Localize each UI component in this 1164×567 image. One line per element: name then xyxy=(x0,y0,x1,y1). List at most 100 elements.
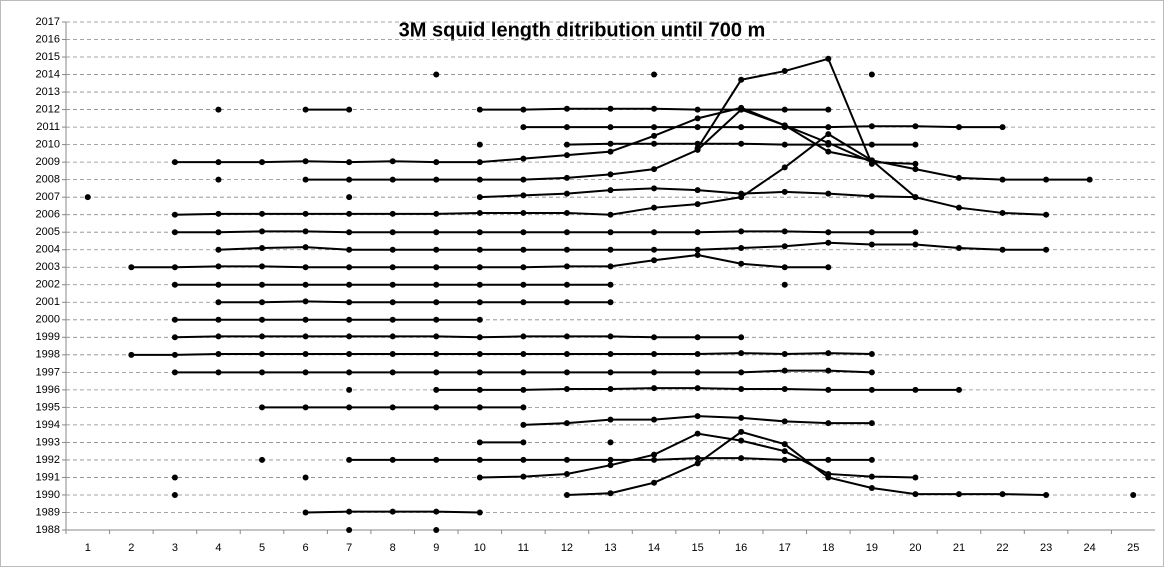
point xyxy=(476,209,483,216)
point xyxy=(215,106,222,113)
point xyxy=(607,246,614,253)
x-tick-label: 5 xyxy=(259,542,265,554)
point xyxy=(651,204,658,211)
point xyxy=(259,244,266,251)
point xyxy=(868,123,875,130)
point xyxy=(607,263,614,270)
point xyxy=(781,350,788,357)
y-tick-label: 1988 xyxy=(36,524,60,536)
point xyxy=(999,246,1006,253)
point xyxy=(563,124,570,131)
y-tick-label: 1991 xyxy=(36,471,60,483)
point xyxy=(1086,176,1093,183)
point xyxy=(738,76,745,83)
point xyxy=(389,369,396,376)
point xyxy=(1043,176,1050,183)
point xyxy=(781,441,788,448)
point xyxy=(433,210,440,217)
point xyxy=(171,281,178,288)
point xyxy=(433,264,440,271)
point xyxy=(520,229,527,236)
point xyxy=(955,386,962,393)
point xyxy=(607,490,614,497)
point xyxy=(955,491,962,498)
point xyxy=(476,369,483,376)
x-tick-label: 14 xyxy=(648,542,660,554)
point xyxy=(215,210,222,217)
point xyxy=(563,263,570,270)
point xyxy=(215,176,222,183)
point xyxy=(433,369,440,376)
point xyxy=(607,439,614,446)
point xyxy=(607,385,614,392)
series-line xyxy=(174,106,916,165)
point xyxy=(433,71,440,78)
point xyxy=(476,386,483,393)
x-tick-label: 25 xyxy=(1127,542,1139,554)
point xyxy=(302,369,309,376)
point xyxy=(259,404,266,411)
point xyxy=(738,106,745,113)
point xyxy=(520,106,527,113)
point xyxy=(346,159,353,166)
point xyxy=(694,124,701,131)
point xyxy=(389,264,396,271)
point xyxy=(607,229,614,236)
point xyxy=(651,105,658,112)
point xyxy=(825,367,832,374)
point xyxy=(651,246,658,253)
point xyxy=(738,437,745,444)
point xyxy=(825,350,832,357)
point xyxy=(259,159,266,166)
point xyxy=(868,420,875,427)
y-tick-label: 2007 xyxy=(36,191,60,203)
x-tick-label: 6 xyxy=(303,542,309,554)
point xyxy=(476,194,483,201)
point xyxy=(607,299,614,306)
series-line xyxy=(174,230,916,234)
point xyxy=(651,451,658,458)
point xyxy=(259,316,266,323)
y-tick-label: 2010 xyxy=(36,139,60,151)
point xyxy=(781,164,788,171)
point xyxy=(825,470,832,477)
point xyxy=(781,68,788,75)
point xyxy=(346,264,353,271)
point xyxy=(651,479,658,486)
point xyxy=(651,140,658,147)
point xyxy=(476,509,483,516)
y-tick-label: 2005 xyxy=(36,226,60,238)
point xyxy=(302,176,309,183)
point xyxy=(346,527,353,533)
point xyxy=(433,281,440,288)
point xyxy=(825,190,832,197)
point xyxy=(868,193,875,200)
point xyxy=(868,141,875,148)
point xyxy=(694,201,701,208)
point xyxy=(607,105,614,112)
x-tick-label: 18 xyxy=(822,542,834,554)
point xyxy=(433,316,440,323)
point xyxy=(738,428,745,435)
point xyxy=(520,299,527,306)
point xyxy=(781,188,788,195)
point xyxy=(215,316,222,323)
x-tick-label: 4 xyxy=(215,542,221,554)
point xyxy=(259,369,266,376)
point xyxy=(563,152,570,159)
point xyxy=(912,160,919,167)
point xyxy=(520,439,527,446)
point xyxy=(433,333,440,340)
point xyxy=(651,229,658,236)
point xyxy=(302,298,309,305)
point xyxy=(607,211,614,218)
point xyxy=(868,386,875,393)
point xyxy=(215,246,222,253)
point xyxy=(912,241,919,248)
point xyxy=(346,106,353,113)
x-tick-label: 17 xyxy=(779,542,791,554)
point xyxy=(563,491,570,498)
point xyxy=(738,350,745,357)
point xyxy=(433,229,440,236)
point xyxy=(694,334,701,341)
